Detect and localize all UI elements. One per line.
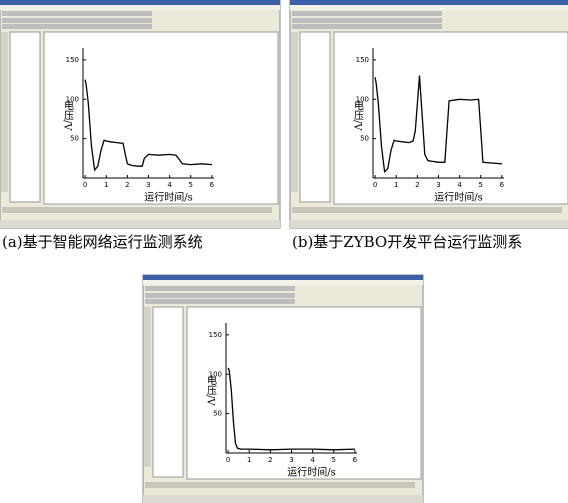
x-tick-label: 6 (353, 456, 358, 464)
figure: 012345650100150运行时间/s电压/V(a)基于智能网络运行监测系统… (0, 0, 568, 503)
toolbar (2, 11, 152, 16)
x-tick-label: 1 (104, 181, 108, 189)
x-tick-label: 3 (146, 181, 150, 189)
y-tick-label: 50 (360, 135, 369, 143)
y-tick-label: 50 (213, 410, 222, 418)
project-explorer (10, 32, 40, 202)
project-explorer (153, 307, 183, 477)
project-explorer (300, 32, 330, 202)
x-tick-label: 6 (210, 181, 215, 189)
menu-bar (143, 280, 423, 285)
x-tick-label: 1 (247, 456, 251, 464)
x-tick-label: 0 (226, 456, 230, 464)
x-tick-label: 6 (500, 181, 505, 189)
menu-bar (290, 5, 568, 10)
y-tick-label: 150 (209, 331, 222, 339)
y-axis-label: 电压/V (205, 374, 217, 407)
x-tick-label: 5 (332, 456, 336, 464)
left-toolbar (291, 32, 298, 192)
toolbar (145, 299, 295, 304)
x-tick-label: 3 (289, 456, 293, 464)
bottom-toolbar (2, 207, 272, 213)
x-tick-label: 0 (83, 181, 87, 189)
x-tick-label: 3 (436, 181, 440, 189)
caption: (a)基于智能网络运行监测系统 (2, 233, 203, 251)
status-bar (0, 220, 280, 228)
title-bar (143, 275, 423, 280)
title-bar (0, 0, 280, 5)
status-bar (290, 220, 568, 228)
status-bar (143, 495, 423, 503)
x-axis-label: 运行时间/s (287, 466, 336, 479)
bottom-toolbar (145, 482, 415, 488)
x-tick-label: 1 (394, 181, 398, 189)
bottom-toolbar (292, 207, 562, 213)
x-tick-label: 4 (167, 181, 172, 189)
left-toolbar (1, 32, 8, 192)
page: {"chart_data": [ {"type": "line", "capti… (0, 0, 568, 503)
left-toolbar (144, 307, 151, 467)
y-tick-label: 150 (356, 56, 369, 64)
x-axis-label: 运行时间/s (434, 191, 483, 204)
x-axis-label: 运行时间/s (144, 191, 193, 204)
y-axis-label: 电压/V (62, 99, 74, 132)
x-tick-label: 5 (189, 181, 193, 189)
x-tick-label: 2 (125, 181, 129, 189)
x-tick-label: 5 (479, 181, 483, 189)
y-tick-label: 50 (70, 135, 79, 143)
caption: (b)基于ZYBO开发平台运行监测系 (292, 233, 522, 251)
x-tick-label: 2 (268, 456, 272, 464)
toolbar (145, 293, 295, 298)
title-bar (290, 0, 568, 5)
toolbar (145, 286, 295, 291)
y-axis-label: 电压/V (352, 99, 364, 132)
x-tick-label: 0 (373, 181, 377, 189)
toolbar (2, 18, 152, 23)
toolbar (292, 24, 442, 29)
toolbar (292, 18, 442, 23)
menu-bar (0, 5, 280, 10)
y-tick-label: 150 (66, 56, 79, 64)
x-tick-label: 2 (415, 181, 419, 189)
toolbar (2, 24, 152, 29)
x-tick-label: 4 (310, 456, 315, 464)
x-tick-label: 4 (457, 181, 462, 189)
toolbar (292, 11, 442, 16)
